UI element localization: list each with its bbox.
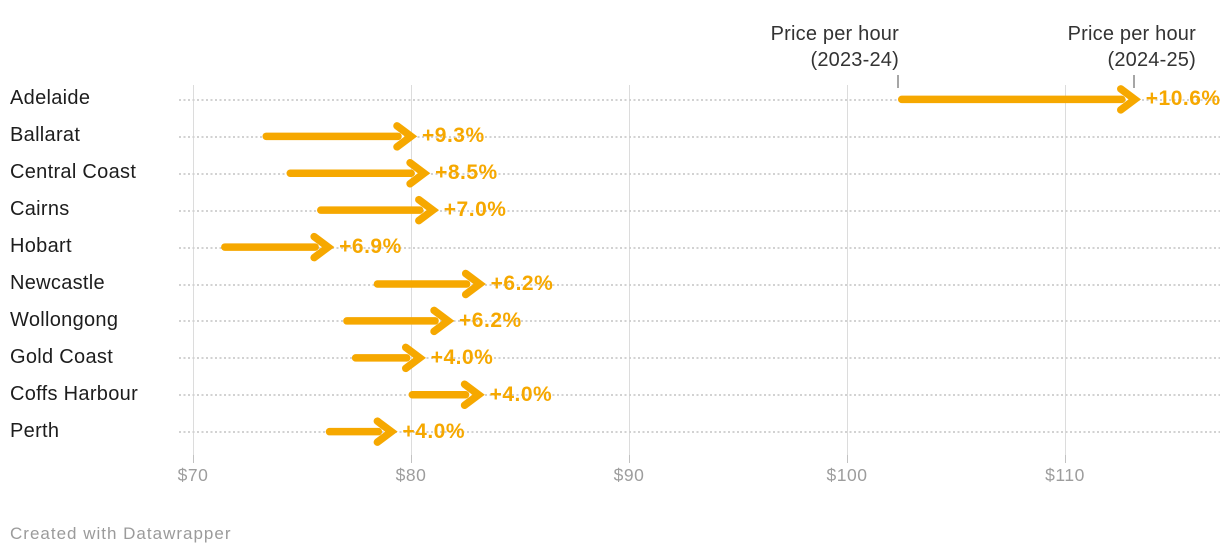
row-guide-line — [179, 209, 1220, 212]
gridline — [1064, 85, 1066, 455]
column-header-2023-24: Price per hour (2023-24) — [771, 21, 899, 73]
header-anchor-tick-2024-25 — [1133, 75, 1135, 88]
category-label: Coffs Harbour — [10, 382, 139, 405]
row-guide-line — [179, 172, 1220, 175]
row-guide-line — [179, 394, 1220, 397]
axis-tick — [410, 455, 412, 463]
change-label: +6.2% — [459, 308, 522, 332]
price-arrow — [317, 195, 440, 225]
change-label: +6.9% — [339, 235, 402, 259]
price-arrow — [373, 269, 486, 299]
axis-tick-label: $70 — [177, 465, 209, 485]
change-label: +9.3% — [422, 124, 485, 148]
category-label: Newcastle — [10, 272, 105, 294]
datawrapper-attribution-link[interactable]: Created with Datawrapper — [10, 524, 232, 543]
category-label: Ballarat — [10, 124, 81, 147]
change-label: +4.0% — [402, 419, 466, 443]
axis-tick-label: $90 — [613, 465, 645, 485]
axis-tick — [192, 455, 194, 463]
price-arrow — [286, 158, 431, 188]
change-label: +7.0% — [443, 198, 507, 222]
gridline — [846, 85, 848, 455]
column-header-2023-24-line1: Price per hour — [770, 23, 899, 45]
change-label: +4.0% — [430, 345, 494, 369]
category-label: Adelaide — [10, 87, 91, 110]
category-label: Central Coast — [10, 161, 137, 184]
row-guide-line — [179, 246, 1220, 249]
category-label: Wollongong — [10, 308, 119, 331]
category-label: Gold Coast — [10, 345, 114, 368]
row-guide-line — [179, 320, 1220, 323]
price-arrow — [262, 122, 418, 151]
price-arrow — [408, 380, 485, 410]
column-header-2024-25-line1: Price per hour — [1067, 23, 1196, 45]
gridline — [410, 85, 412, 455]
change-label: +4.0% — [489, 382, 553, 406]
price-arrow — [351, 343, 426, 373]
axis-tick-label: $110 — [1045, 465, 1085, 485]
row-guide-line — [179, 431, 1220, 434]
header-anchor-tick-2023-24 — [897, 75, 899, 88]
column-header-2024-25-line2: (2024-25) — [1107, 49, 1196, 71]
axis-tick — [1064, 455, 1066, 463]
gridline — [192, 85, 194, 455]
price-arrow — [343, 306, 455, 336]
price-arrow — [221, 232, 335, 262]
category-label: Cairns — [10, 198, 70, 221]
price-arrow — [325, 417, 398, 446]
change-label: +10.6% — [1145, 87, 1220, 111]
change-label: +8.5% — [435, 161, 498, 185]
category-label: Perth — [10, 419, 60, 442]
category-label: Hobart — [10, 235, 72, 258]
change-label: +6.2% — [490, 272, 554, 295]
column-header-2023-24-line2: (2023-24) — [810, 49, 899, 71]
row-guide-line — [179, 98, 1220, 101]
row-guide-line — [179, 135, 1220, 138]
gridline — [628, 85, 630, 455]
axis-tick — [846, 455, 848, 463]
axis-tick — [628, 455, 630, 463]
column-header-2024-25: Price per hour (2024-25) — [1068, 21, 1196, 73]
row-guide-line — [179, 283, 1220, 286]
axis-tick-label: $80 — [395, 465, 427, 485]
axis-tick-label: $100 — [826, 465, 868, 485]
price-arrow — [897, 85, 1142, 114]
row-guide-line — [179, 357, 1220, 360]
